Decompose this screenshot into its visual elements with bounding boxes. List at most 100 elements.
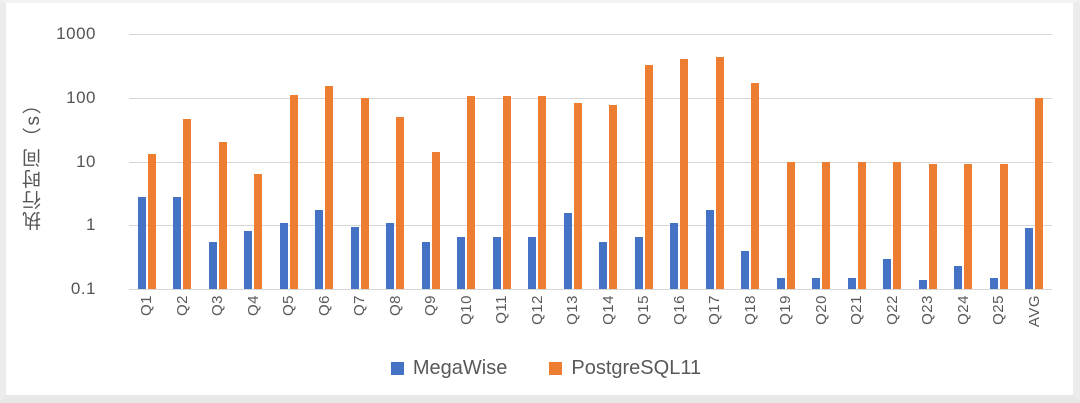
gridline-1000 xyxy=(129,34,1052,35)
bar-megawise-Q11 xyxy=(492,237,501,289)
x-tick-label-Q13: Q13 xyxy=(564,295,582,325)
x-tick-label-Q7: Q7 xyxy=(351,295,369,317)
bar-postgresql11-Q8 xyxy=(396,117,405,289)
bar-group-Q19 xyxy=(768,34,804,289)
bar-chart: 执行时间（s） 1000 100 10 1 0.1 Q1 Q2 Q3 Q4 Q5 Q6 Q7 Q8 Q9… xyxy=(6,3,1073,395)
bar-postgresql11-Q11 xyxy=(502,96,511,289)
x-tick-label-Q22: Q22 xyxy=(883,295,901,325)
bar-postgresql11-Q18 xyxy=(751,83,760,289)
bar-megawise-Q3 xyxy=(208,242,217,289)
legend: MegaWise PostgreSQL11 xyxy=(6,351,1073,385)
legend-label-megawise: MegaWise xyxy=(412,356,508,379)
x-label-cell-Q22: Q22 xyxy=(875,295,911,327)
x-tick-label-Q20: Q20 xyxy=(812,295,830,325)
bar-postgresql11-Q6 xyxy=(325,86,334,289)
x-tick-label-Q8: Q8 xyxy=(386,295,404,317)
bar-group-Q3 xyxy=(200,34,236,289)
gridline-100 xyxy=(129,97,1052,99)
legend-item-megawise: MegaWise xyxy=(390,356,508,380)
bar-group-Q10 xyxy=(449,34,485,289)
x-label-cell-Q10: Q10 xyxy=(449,295,485,327)
x-tick-label-Q24: Q24 xyxy=(954,295,972,325)
bar-megawise-Q13 xyxy=(563,213,572,289)
x-tick-label-Q1: Q1 xyxy=(138,295,156,317)
x-tick-label-Q25: Q25 xyxy=(990,295,1008,325)
bar-megawise-Q14 xyxy=(599,242,608,289)
x-tick-label-Q9: Q9 xyxy=(422,295,440,317)
bar-group-Q11 xyxy=(484,34,520,289)
bar-megawise-Q25 xyxy=(989,278,998,289)
bar-postgresql11-Q1 xyxy=(147,154,156,289)
legend-label-postgresql: PostgreSQL11 xyxy=(571,356,702,379)
bar-megawise-Q16 xyxy=(670,223,679,289)
bar-group-Q24 xyxy=(946,34,982,289)
bars-container xyxy=(129,34,1052,289)
bar-group-Q6 xyxy=(307,34,343,289)
x-label-cell-Q3: Q3 xyxy=(200,295,236,327)
x-tick-label-Q19: Q19 xyxy=(777,295,795,325)
bar-megawise-Q1 xyxy=(137,197,146,289)
x-label-cell-Q4: Q4 xyxy=(236,295,272,327)
bar-group-Q17 xyxy=(697,34,733,289)
bar-group-Q1 xyxy=(129,34,165,289)
bar-postgresql11-Q19 xyxy=(786,162,795,289)
x-tick-label-Q11: Q11 xyxy=(493,295,511,324)
x-label-cell-Q12: Q12 xyxy=(520,295,556,327)
bar-megawise-Q5 xyxy=(279,223,288,289)
bar-group-Q13 xyxy=(555,34,591,289)
x-label-cell-Q21: Q21 xyxy=(839,295,875,327)
x-label-cell-Q19: Q19 xyxy=(768,295,804,327)
bar-postgresql11-Q4 xyxy=(254,174,263,289)
bar-megawise-Q9 xyxy=(421,242,430,289)
x-tick-label-Q2: Q2 xyxy=(173,295,191,317)
x-tick-label-Q16: Q16 xyxy=(670,295,688,325)
bar-postgresql11-Q14 xyxy=(609,105,618,289)
bar-postgresql11-Q9 xyxy=(431,152,440,289)
bar-megawise-Q7 xyxy=(350,227,359,289)
bar-megawise-Q10 xyxy=(457,237,466,289)
bar-postgresql11-Q5 xyxy=(289,95,298,289)
bar-group-Q21 xyxy=(839,34,875,289)
bar-megawise-Q24 xyxy=(954,266,963,289)
bar-group-Q7 xyxy=(342,34,378,289)
bar-group-Q4 xyxy=(236,34,272,289)
bar-postgresql11-Q22 xyxy=(893,162,902,289)
x-label-cell-Q25: Q25 xyxy=(981,295,1017,327)
bar-group-Q18 xyxy=(733,34,769,289)
bar-megawise-Q18 xyxy=(741,251,750,289)
bar-megawise-Q2 xyxy=(173,197,182,289)
x-axis-labels: Q1 Q2 Q3 Q4 Q5 Q6 Q7 Q8 Q9 Q10 Q11 Q12 Q13 Q14 Q15 Q16 Q… xyxy=(129,295,1052,327)
x-label-cell-Q18: Q18 xyxy=(733,295,769,327)
bar-postgresql11-AVG xyxy=(1035,98,1044,289)
x-label-cell-Q7: Q7 xyxy=(342,295,378,327)
bar-postgresql11-Q10 xyxy=(467,96,476,289)
x-label-cell-Q20: Q20 xyxy=(804,295,840,327)
plot-area xyxy=(129,34,1052,290)
bar-megawise-Q22 xyxy=(883,259,892,289)
gridline-0.1 xyxy=(129,289,1052,290)
bar-postgresql11-Q21 xyxy=(857,162,866,289)
gridline-10 xyxy=(129,161,1052,163)
bar-megawise-Q21 xyxy=(847,278,856,289)
bar-megawise-Q8 xyxy=(386,223,395,289)
bar-group-Q15 xyxy=(626,34,662,289)
legend-item-postgresql: PostgreSQL11 xyxy=(549,357,701,380)
bar-postgresql11-Q13 xyxy=(573,103,582,289)
megawise-swatch-icon xyxy=(390,361,404,375)
y-tick-label-1000: 1000 xyxy=(56,24,96,43)
x-tick-label-Q3: Q3 xyxy=(209,295,227,317)
bar-megawise-Q19 xyxy=(776,278,785,289)
x-label-cell-Q11: Q11 xyxy=(484,295,520,327)
bar-postgresql11-Q12 xyxy=(538,96,547,289)
x-tick-label-Q18: Q18 xyxy=(741,295,759,325)
x-label-cell-Q9: Q9 xyxy=(413,295,449,327)
bar-postgresql11-Q20 xyxy=(822,162,831,289)
x-label-cell-Q16: Q16 xyxy=(662,295,698,327)
x-tick-label-Q23: Q23 xyxy=(919,295,937,325)
y-tick-label-100: 100 xyxy=(66,87,96,107)
bar-megawise-Q6 xyxy=(315,210,324,289)
bar-megawise-Q15 xyxy=(634,237,643,289)
x-label-cell-Q23: Q23 xyxy=(910,295,946,327)
bar-postgresql11-Q24 xyxy=(964,164,973,289)
